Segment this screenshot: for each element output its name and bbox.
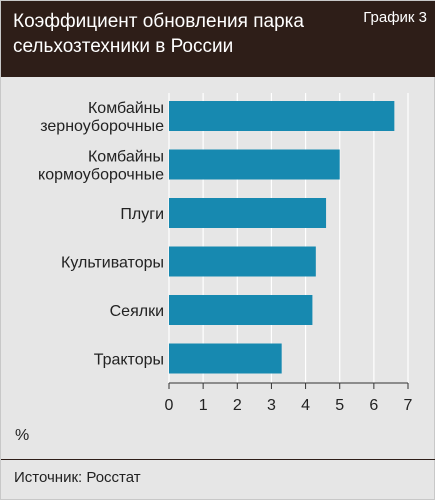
chart-number-badge: График 3 [363, 9, 427, 26]
x-tick-label: 1 [199, 397, 208, 414]
category-label: Культиваторы [61, 255, 164, 272]
x-tick-label: 3 [267, 397, 276, 414]
category-label: зерноуборочные [40, 118, 164, 135]
chart-header: Коэффициент обновления парка сельхозтехн… [1, 1, 435, 77]
category-label: Комбайны [88, 100, 164, 117]
source-note: Источник: Росстат [14, 469, 141, 486]
footer-divider [1, 459, 435, 460]
category-label: Тракторы [94, 352, 164, 369]
axis-unit-label: % [15, 427, 30, 444]
x-tick-label: 6 [369, 397, 378, 414]
bar-4 [169, 295, 313, 325]
category-label: Плуги [120, 206, 164, 223]
chart-title-line-2: сельхозтехники в России [13, 36, 234, 57]
x-tick-label: 0 [165, 397, 174, 414]
x-tick-label: 2 [233, 397, 242, 414]
x-tick-label: 7 [404, 397, 413, 414]
category-label: Сеялки [110, 303, 164, 320]
bar-3 [169, 246, 316, 277]
chart-title: Коэффициент обновления парка сельхозтехн… [13, 9, 333, 59]
x-tick-label: 4 [301, 397, 310, 414]
bar-5 [169, 343, 282, 374]
category-label: Комбайны [88, 149, 164, 166]
bar-2 [169, 198, 327, 228]
chart-title-line-1: Коэффициент обновления парка [13, 11, 304, 32]
x-tick-label: 5 [335, 397, 344, 414]
bar-1 [169, 149, 340, 180]
bar-chart: 0 1 2 3 4 5 6 7КомбайнызерноуборочныеКомбайныко… [38, 93, 413, 414]
bar-0 [169, 101, 395, 131]
category-label: кормоуборочные [38, 167, 164, 184]
